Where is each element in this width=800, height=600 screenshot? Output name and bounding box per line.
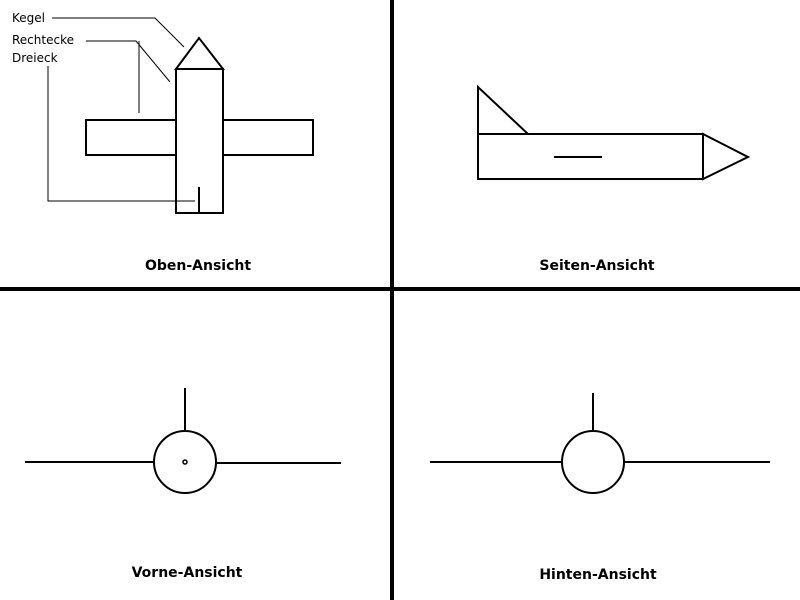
legend-leaders xyxy=(47,17,195,202)
cone-leader-line xyxy=(52,17,185,48)
side-view-drawing xyxy=(477,84,751,181)
legend-rectangles-label: Rechtecke xyxy=(12,33,74,47)
front-view-drawing xyxy=(25,388,341,494)
side-view-nose-cone xyxy=(702,132,751,181)
top-view-cone xyxy=(174,36,226,70)
side-view-title: Seiten-Ansicht xyxy=(539,258,655,274)
triangle-leader-line xyxy=(47,66,195,202)
rear-view-title: Hinten-Ansicht xyxy=(539,567,657,583)
front-view-title: Vorne-Ansicht xyxy=(131,565,243,581)
front-view-nose-dot xyxy=(182,459,188,465)
rear-view-fuselage-circle xyxy=(561,430,625,494)
legend-triangle-label: Dreieck xyxy=(12,51,58,65)
rear-view-drawing xyxy=(430,393,770,494)
rectangles-leader-line xyxy=(86,40,171,83)
top-view-drawing xyxy=(85,36,314,214)
legend-cone-label: Kegel xyxy=(12,11,45,25)
top-view-title: Oben-Ansicht xyxy=(144,258,252,274)
top-view-left-wing xyxy=(85,119,177,156)
top-view-right-wing xyxy=(222,119,314,156)
side-view-tail-fin xyxy=(477,84,531,135)
